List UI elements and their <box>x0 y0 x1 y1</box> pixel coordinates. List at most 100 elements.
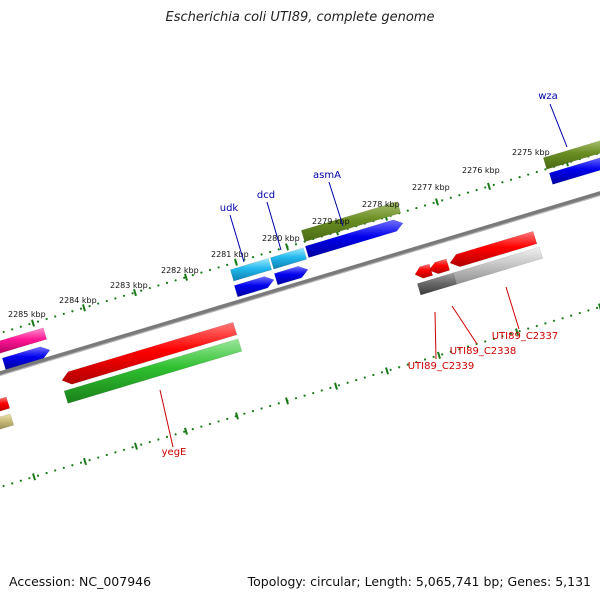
gene-label: yegE <box>162 447 187 458</box>
ring-dot <box>458 194 461 197</box>
ring-dot <box>243 412 246 415</box>
ring-dot <box>269 404 272 408</box>
kbp-tick-label: 2282 kbp <box>161 266 199 275</box>
ring-dot <box>484 340 487 343</box>
major-tick <box>31 319 35 327</box>
ring-dot <box>131 446 134 449</box>
ring-dot <box>372 373 375 377</box>
dcd-cds-feature <box>269 247 308 270</box>
gene-label: wza <box>538 91 558 102</box>
gene-label: UTI89_C2338 <box>450 346 517 357</box>
ring-dot <box>277 402 280 405</box>
major-tick <box>487 182 491 190</box>
ring-dot <box>2 484 5 488</box>
UTI89_C2339-gene-feature <box>414 263 434 279</box>
gene-label: asmA <box>313 170 341 181</box>
ring-dot <box>191 428 194 431</box>
ring-dot <box>269 250 272 254</box>
left-cds-feature <box>0 327 48 354</box>
ring-dot <box>398 366 401 369</box>
ring-dot <box>217 266 220 269</box>
ring-dot <box>535 170 538 174</box>
ring-dot <box>165 435 169 438</box>
ring-dot <box>36 474 40 477</box>
ring-dot <box>191 274 194 277</box>
ring-dot <box>54 469 57 472</box>
ring-dot <box>552 319 556 322</box>
ring-dot <box>62 466 65 469</box>
major-tick <box>184 427 188 435</box>
ring-dot <box>54 315 57 318</box>
ring-dot <box>406 209 409 212</box>
ring-dot <box>329 386 332 389</box>
ring-dot <box>312 391 315 395</box>
major-tick <box>435 198 439 206</box>
ring-dot <box>217 420 220 423</box>
udk-gene-feature <box>233 276 275 298</box>
ring-dot <box>587 309 590 312</box>
asmA-cds-feature <box>300 201 402 243</box>
ring-dot <box>11 328 14 331</box>
ring-dot <box>501 335 504 338</box>
wza-cds-feature <box>542 140 600 170</box>
gene-label: UTI89_C2337 <box>492 331 559 342</box>
major-tick <box>82 304 86 312</box>
ring-dot <box>88 305 91 308</box>
ring-dot <box>148 440 151 444</box>
ring-dot <box>208 268 212 272</box>
gene-labels: wza asmA dcd udk yegE UTI89_C2337 UTI89_C2338 U… <box>159 91 568 458</box>
ring-dot <box>389 368 392 371</box>
ring-dot <box>432 201 435 205</box>
ring-dot <box>423 204 427 207</box>
ring-dot <box>200 271 203 274</box>
ring-dot <box>183 276 186 279</box>
ring-dot <box>122 294 126 297</box>
ring-dot <box>492 337 495 340</box>
major-tick <box>598 303 600 311</box>
ring-dot <box>36 320 40 323</box>
ring-dot <box>97 302 100 305</box>
ring-dot <box>28 323 31 326</box>
yegE-cds-feature <box>63 338 243 404</box>
leader-line <box>451 305 478 345</box>
major-tick <box>515 328 519 336</box>
ring-dot <box>251 256 255 259</box>
ring-dot <box>19 325 22 328</box>
major-tick <box>133 288 137 297</box>
ring-dot <box>105 299 108 303</box>
dcd-gene-feature <box>273 266 309 286</box>
ring-dot <box>174 433 177 436</box>
ring-dot <box>544 168 547 171</box>
ring-dot <box>183 430 186 433</box>
kbp-tick-label: 2277 kbp <box>412 183 450 192</box>
ring-dot <box>303 394 306 397</box>
kbp-tick-label: 2285 kbp <box>8 310 46 319</box>
ring-dot <box>337 384 341 387</box>
ring-dot <box>28 477 31 480</box>
leader-line <box>229 214 245 263</box>
ring-dot <box>380 371 384 374</box>
asmA-gene-feature <box>304 219 404 258</box>
ring-dot <box>355 379 358 382</box>
ring-dot <box>501 181 504 184</box>
ring-dot <box>45 471 48 475</box>
ring-dot <box>423 358 427 361</box>
tick-rings <box>2 152 600 488</box>
ring-dot <box>157 284 160 287</box>
ring-dot <box>140 443 143 446</box>
gene-label: udk <box>220 203 239 214</box>
backbone-line <box>0 191 600 375</box>
accession-text: Accession: NC_007946 <box>9 574 152 589</box>
kbp-tick-label: 2284 kbp <box>59 296 97 305</box>
gene-label: dcd <box>257 190 275 201</box>
ring-dot <box>527 173 530 176</box>
major-tick <box>334 382 338 390</box>
ring-dot <box>62 312 65 315</box>
leader-line <box>434 311 437 360</box>
gene-label: UTI89_C2339 <box>408 361 475 372</box>
left-reverse-cds-feature <box>0 413 15 430</box>
major-tick <box>437 351 441 359</box>
UTI89_C2337-gene-feature <box>449 230 538 268</box>
ring-dot <box>71 464 74 467</box>
major-tick <box>83 457 87 466</box>
